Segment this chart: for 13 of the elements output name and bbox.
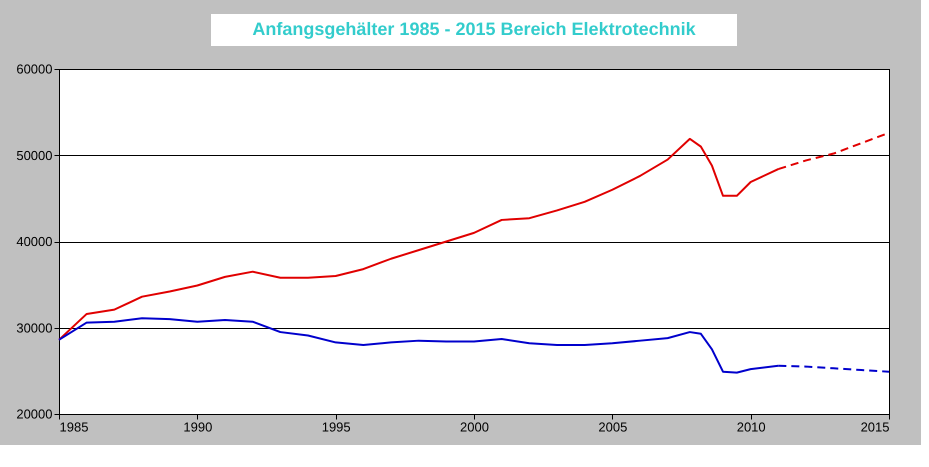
x-tick-label: 1995	[322, 420, 351, 434]
x-tick-label: 2005	[598, 420, 628, 434]
x-tick-label: 2000	[460, 420, 489, 434]
x-tick-label: 1990	[183, 420, 212, 434]
y-tick-label: 60000	[16, 62, 52, 76]
y-tick-label: 50000	[16, 148, 52, 163]
x-tick-label: 1985	[60, 420, 88, 434]
y-tick-label: 40000	[16, 234, 52, 249]
x-tick-label: 2010	[736, 420, 766, 434]
chart-title: Anfangsgehälter 1985 - 2015 Bereich Elektrotechnik	[252, 19, 697, 39]
x-tick-label: 2015	[860, 420, 890, 434]
y-tick-label: 20000	[16, 406, 52, 422]
y-tick-label: 30000	[16, 320, 52, 336]
